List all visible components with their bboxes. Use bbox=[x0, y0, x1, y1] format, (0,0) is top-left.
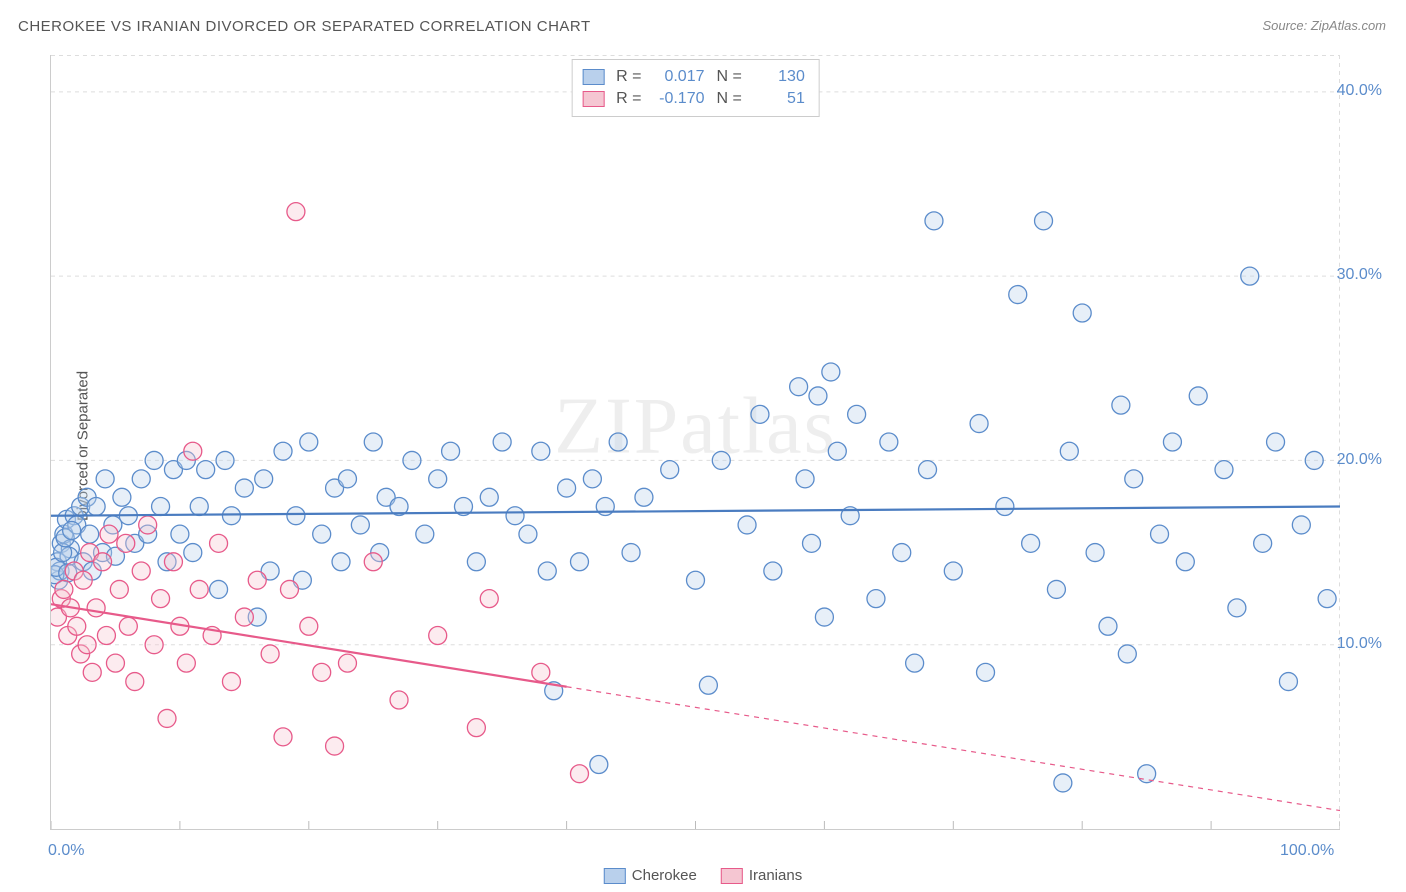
n-label: N = bbox=[717, 88, 742, 110]
legend-item-cherokee: Cherokee bbox=[604, 867, 697, 884]
stats-row-cherokee: R = 0.017 N = 130 bbox=[582, 66, 805, 88]
chart-container: CHEROKEE VS IRANIAN DIVORCED OR SEPARATE… bbox=[0, 0, 1406, 892]
y-tick-label: 40.0% bbox=[1337, 82, 1382, 100]
scatter-plot bbox=[51, 55, 1340, 829]
r-value: 0.017 bbox=[650, 66, 705, 88]
plot-area: ZIPatlas R = 0.017 N = 130 R = -0.170 N … bbox=[50, 55, 1340, 830]
x-tick-label: 100.0% bbox=[1280, 842, 1334, 860]
y-tick-label: 20.0% bbox=[1337, 451, 1382, 469]
x-tick-label: 0.0% bbox=[48, 842, 84, 860]
chart-source: Source: ZipAtlas.com bbox=[1262, 18, 1386, 33]
y-tick-label: 30.0% bbox=[1337, 266, 1382, 284]
legend-label: Iranians bbox=[749, 867, 802, 884]
y-tick-label: 10.0% bbox=[1337, 635, 1382, 653]
r-value: -0.170 bbox=[650, 88, 705, 110]
n-label: N = bbox=[717, 66, 742, 88]
legend-item-iranians: Iranians bbox=[721, 867, 802, 884]
n-value: 130 bbox=[750, 66, 805, 88]
n-value: 51 bbox=[750, 88, 805, 110]
swatch-icon bbox=[582, 69, 604, 85]
swatch-icon bbox=[582, 91, 604, 107]
stats-row-iranians: R = -0.170 N = 51 bbox=[582, 88, 805, 110]
chart-title: CHEROKEE VS IRANIAN DIVORCED OR SEPARATE… bbox=[18, 18, 591, 35]
bottom-legend: Cherokee Iranians bbox=[604, 867, 802, 884]
r-label: R = bbox=[616, 88, 641, 110]
stats-legend: R = 0.017 N = 130 R = -0.170 N = 51 bbox=[571, 59, 820, 117]
swatch-icon bbox=[721, 868, 743, 884]
swatch-icon bbox=[604, 868, 626, 884]
r-label: R = bbox=[616, 66, 641, 88]
legend-label: Cherokee bbox=[632, 867, 697, 884]
